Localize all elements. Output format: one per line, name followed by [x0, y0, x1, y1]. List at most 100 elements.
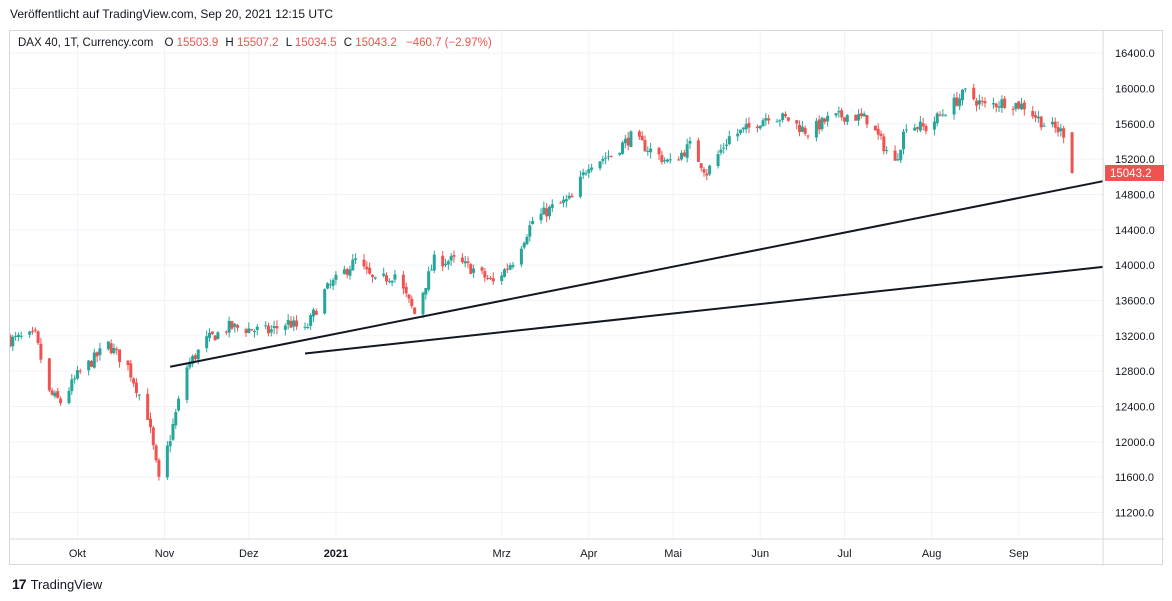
candle-body [806, 135, 810, 137]
candle-body [230, 321, 234, 329]
candle-body [1022, 102, 1026, 110]
candle-body [708, 165, 712, 175]
candle-body [47, 358, 51, 391]
candle-body [598, 161, 602, 169]
candle-body [820, 117, 824, 129]
candle-body [882, 136, 886, 152]
chart-frame[interactable]: 11200.0 11600.0 12000.0 12400.0 12800.0 13200… [9, 30, 1164, 566]
candle-body [1062, 128, 1066, 138]
candle-body [935, 113, 939, 124]
candle-body [834, 113, 838, 116]
candle-body [519, 248, 523, 265]
candle-body [289, 320, 293, 328]
candle-body [70, 379, 74, 392]
candle-body [28, 331, 32, 335]
candle-body [266, 325, 270, 334]
candle-body [606, 156, 610, 158]
candle-body [311, 309, 315, 317]
candle-body [463, 261, 467, 264]
candle-body [663, 160, 667, 162]
candle-body [205, 336, 209, 349]
candle-body [368, 267, 372, 274]
candlestick-chart[interactable]: 11200.0 11600.0 12000.0 12400.0 12800.0 13200… [10, 31, 1164, 566]
legend-open-label: O [164, 37, 173, 49]
candle-body [39, 343, 43, 360]
candle-body [913, 127, 917, 131]
candle-body [314, 310, 318, 315]
candle-body [755, 126, 759, 129]
candle-body [11, 336, 15, 347]
candle-body [584, 173, 588, 175]
candle-body [758, 125, 762, 129]
tradingview-brand-label: TradingView [30, 576, 103, 592]
candle-body [677, 159, 681, 161]
candle-body [323, 289, 327, 314]
candle-body [272, 326, 276, 328]
candle-body [334, 274, 338, 280]
trendlines[interactable] [169, 180, 1104, 368]
candle-body [918, 121, 922, 131]
candle-body [786, 117, 790, 121]
candle-body [89, 360, 93, 367]
candle-body [393, 274, 397, 280]
candle-body [531, 221, 535, 224]
candle-body [413, 307, 417, 314]
candle-body [255, 326, 259, 330]
candle-body [991, 103, 995, 105]
candle-body [174, 412, 178, 426]
candle-body [601, 158, 605, 161]
candle-body [562, 199, 566, 203]
candle-body [702, 169, 706, 173]
candle-body [165, 445, 169, 478]
x-tick-label: 2021 [324, 548, 348, 560]
candle-body [902, 131, 906, 150]
candle-body [722, 147, 726, 149]
candle-body [559, 202, 563, 204]
candle-body [177, 398, 181, 411]
candle-body [1056, 127, 1060, 133]
candle-body [491, 278, 495, 282]
candle-body [581, 172, 585, 176]
last-price-tag: 15043.2 [1105, 164, 1164, 181]
candle-body [688, 141, 692, 144]
candle-body [685, 144, 689, 158]
candle-body [146, 393, 150, 420]
candle-body [1059, 128, 1063, 132]
candle-body [449, 256, 453, 261]
candle-body [814, 121, 818, 138]
candle-body [1034, 115, 1038, 118]
time-axis[interactable]: Okt Nov Dez 2021 Mrz Apr Mai Jun Jul Aug Sep [69, 548, 1029, 560]
candle-body [370, 274, 374, 277]
candle-body [112, 347, 116, 354]
legend-symbol: DAX 40, 1T, Currency.com [18, 37, 153, 49]
price-axis[interactable]: 11200.0 11600.0 12000.0 12400.0 12800.0 13200… [1115, 48, 1155, 519]
candle-body [564, 199, 568, 202]
y-tick-label: 14000.0 [1115, 260, 1155, 272]
candle-body [446, 261, 450, 265]
candle-body [741, 127, 745, 130]
candle-body [250, 329, 254, 331]
candle-body [893, 150, 897, 161]
candle-body [873, 125, 877, 131]
candle-body [283, 325, 287, 330]
candle-body [1053, 121, 1057, 128]
candle-body [244, 329, 248, 333]
candle-body [646, 151, 650, 153]
candle-body [483, 271, 487, 278]
candle-body [665, 159, 669, 162]
candle-body [522, 242, 526, 248]
candle-body [618, 152, 622, 155]
candle-body [1039, 116, 1043, 128]
x-tick-label: Sep [1009, 548, 1029, 560]
candle-body [424, 288, 428, 295]
y-tick-label: 16400.0 [1115, 48, 1155, 60]
candle-body [390, 280, 394, 283]
candle-body [578, 176, 582, 197]
legend-close-label: C [344, 37, 352, 49]
candle-body [275, 326, 279, 329]
tradingview-logo[interactable]: 17 TradingView [12, 576, 102, 592]
candle-body [643, 140, 647, 152]
candle-body [154, 445, 158, 461]
candle-body [1031, 111, 1035, 117]
y-tick-label: 15200.0 [1115, 154, 1155, 166]
